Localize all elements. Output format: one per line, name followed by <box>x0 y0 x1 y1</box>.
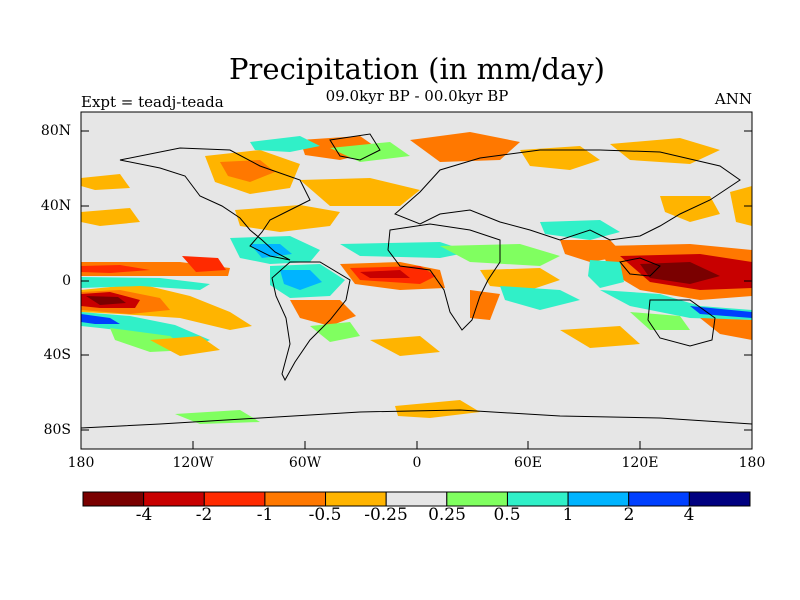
colorbar-label: -4 <box>135 505 153 525</box>
anomaly-patch <box>250 244 292 258</box>
colorbar-box <box>628 491 690 507</box>
anomaly-patch <box>360 270 410 278</box>
anomaly-patch <box>700 318 752 340</box>
lon-label-180e: 180 <box>738 455 766 471</box>
colorbar-box <box>567 491 630 507</box>
anomaly-patch <box>81 208 140 226</box>
anomaly-patch <box>280 270 322 290</box>
south-america-coast <box>271 261 351 382</box>
anomaly-patch <box>250 136 320 152</box>
anomaly-patch <box>81 314 120 324</box>
anomaly-patch <box>500 286 580 310</box>
colorbar-label: 1 <box>562 505 574 525</box>
lat-label-40n: 40N <box>40 198 71 214</box>
anomaly-patch <box>182 256 226 272</box>
colorbar-box <box>143 491 205 507</box>
anomaly-patch <box>395 400 480 418</box>
anomaly-patch <box>150 336 220 356</box>
chart-title: Precipitation (in mm/day) <box>229 52 605 86</box>
lat-label-40s: 40S <box>43 347 71 363</box>
colorbar-label: 0.25 <box>428 505 466 525</box>
anomaly-patch <box>520 146 600 170</box>
anomaly-patch <box>86 296 126 305</box>
lon-label-120w: 120W <box>172 455 214 471</box>
anomaly-patch <box>175 410 260 424</box>
colorbar-label: -0.5 <box>308 505 342 525</box>
antarctica-coast <box>80 409 753 429</box>
colorbar-box <box>446 491 508 507</box>
anomaly-patch <box>410 132 520 162</box>
anomaly-patch <box>630 312 690 330</box>
anomaly-patch <box>588 260 624 288</box>
chart-subtitle: 09.0kyr BP - 00.0kyr BP <box>325 87 509 105</box>
anomaly-patch <box>81 277 210 290</box>
lat-label-0: 0 <box>62 273 71 289</box>
anomaly-patch <box>730 186 752 226</box>
anomaly-fields <box>81 132 752 424</box>
anomaly-patch <box>290 300 356 326</box>
colorbar-label: 0.5 <box>493 505 521 525</box>
anomaly-patch <box>640 262 720 284</box>
colorbar <box>82 491 751 507</box>
coastlines <box>80 133 753 429</box>
season-label: ANN <box>714 90 752 108</box>
colorbar-box <box>325 491 387 507</box>
anomaly-patch <box>470 290 500 320</box>
colorbar-label: -0.25 <box>364 505 408 525</box>
colorbar-box <box>203 491 266 507</box>
eurasia-coast <box>394 149 741 241</box>
north-america-coast <box>119 147 311 261</box>
africa-coast <box>387 223 501 331</box>
axis-ticks <box>81 130 752 449</box>
colorbar-label: -2 <box>195 505 213 525</box>
anomaly-patch <box>220 160 275 182</box>
colorbar-label: 2 <box>623 505 635 525</box>
anomaly-patch <box>370 336 440 356</box>
anomaly-patch <box>480 268 560 290</box>
anomaly-patch <box>235 205 340 232</box>
lon-label-120e: 120E <box>621 455 659 471</box>
anomaly-patch <box>340 242 470 258</box>
colorbar-label: -1 <box>256 505 274 525</box>
colorbar-box <box>385 491 448 507</box>
anomaly-patch <box>330 142 410 162</box>
colorbar-box <box>688 491 751 507</box>
colorbar-box <box>264 491 327 507</box>
lon-label-60w: 60W <box>288 455 322 471</box>
anomaly-patch <box>81 265 150 273</box>
lon-label-180w: 180 <box>67 455 95 471</box>
anomaly-patch <box>300 178 420 206</box>
anomaly-patch <box>610 138 720 164</box>
maritime-continent-coast <box>619 257 661 277</box>
anomaly-patch <box>690 306 752 318</box>
australia-coast <box>647 299 716 347</box>
colorbar-label: 4 <box>683 505 695 525</box>
lat-label-80n: 80N <box>40 123 71 139</box>
anomaly-patch <box>81 174 130 190</box>
lat-label-80s: 80S <box>43 422 71 438</box>
colorbar-box <box>82 491 145 507</box>
colorbar-box <box>506 491 569 507</box>
experiment-label: Expt = teadj-teada <box>81 93 224 111</box>
anomaly-patch <box>560 326 640 348</box>
greenland-coast <box>329 133 381 161</box>
lon-label-60e: 60E <box>513 455 543 471</box>
lon-label-0: 0 <box>412 455 422 471</box>
